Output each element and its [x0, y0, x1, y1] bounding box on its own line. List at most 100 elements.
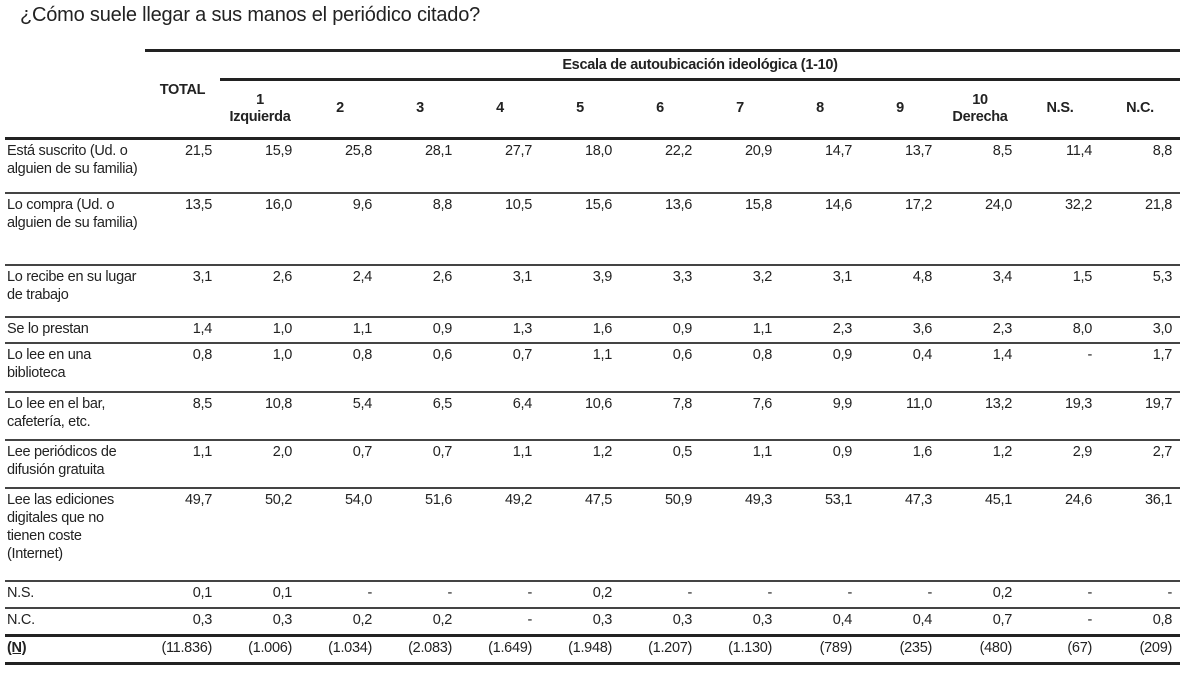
total-cell: 0,3	[145, 608, 220, 637]
value-cell: 11,4	[1020, 138, 1100, 194]
column-header-number: 4	[496, 100, 504, 117]
column-header-number: 3	[416, 100, 424, 117]
column-header-number: 2	[336, 100, 344, 117]
total-cell: 0,8	[145, 343, 220, 393]
value-cell: 49,2	[460, 488, 540, 582]
row-label: Está suscrito (Ud. o alguien de su famil…	[5, 138, 145, 194]
value-cell: 3,6	[860, 317, 940, 344]
value-cell: -	[380, 581, 460, 609]
total-cell: 13,5	[145, 193, 220, 266]
page-title: ¿Cómo suele llegar a sus manos el periód…	[20, 4, 481, 26]
value-cell: 5,3	[1100, 265, 1180, 318]
value-cell: 0,3	[540, 608, 620, 637]
value-cell: 2,0	[220, 440, 300, 489]
value-cell: 54,0	[300, 488, 380, 582]
value-cell: 7,8	[620, 392, 700, 441]
value-cell: 0,8	[1100, 608, 1180, 637]
value-cell: 2,7	[1100, 440, 1180, 489]
total-cell: 8,5	[145, 392, 220, 441]
column-header: N.C.	[1100, 79, 1180, 140]
value-cell: 3,9	[540, 265, 620, 318]
value-cell: 22,2	[620, 138, 700, 194]
value-cell: 1,0	[220, 317, 300, 344]
value-cell: 10,6	[540, 392, 620, 441]
value-cell: 1,3	[460, 317, 540, 344]
value-cell: 1,1	[540, 343, 620, 393]
column-header: 1 Izquierda	[220, 79, 300, 140]
value-cell: 0,2	[300, 608, 380, 637]
table-row: Lo recibe en su lugar de trabajo 3,1 2,6 2,…	[5, 265, 1180, 318]
column-header-number: 8	[816, 100, 824, 117]
value-cell: 0,3	[220, 608, 300, 637]
value-cell: 0,1	[220, 581, 300, 609]
value-cell: 8,8	[380, 193, 460, 266]
value-cell: 17,2	[860, 193, 940, 266]
value-cell: (1.948)	[540, 635, 620, 665]
value-cell: 4,8	[860, 265, 940, 318]
value-cell: 10,5	[460, 193, 540, 266]
value-cell: 0,4	[860, 343, 940, 393]
row-label: Lee las ediciones digitales que no tiene…	[5, 488, 145, 582]
value-cell: 1,2	[540, 440, 620, 489]
value-cell: 2,6	[220, 265, 300, 318]
column-header-number: 1	[256, 91, 264, 108]
value-cell: 0,7	[460, 343, 540, 393]
column-header: 2	[300, 79, 380, 140]
column-header-number: 9	[896, 100, 904, 117]
row-label: N.S.	[5, 581, 145, 609]
row-label: Lo lee en una biblioteca	[5, 343, 145, 393]
total-cell: 1,1	[145, 440, 220, 489]
table-row: N.C. 0,3 0,3 0,2 0,2-0,3 0,3 0,3 0,4 0,4 0,7-0,8	[5, 608, 1180, 637]
value-cell: -	[1020, 608, 1100, 637]
value-cell: (1.207)	[620, 635, 700, 665]
value-cell: (1.130)	[700, 635, 780, 665]
value-cell: 2,3	[940, 317, 1020, 344]
value-cell: -	[620, 581, 700, 609]
value-cell: 14,6	[780, 193, 860, 266]
value-cell: 1,6	[540, 317, 620, 344]
value-cell: 2,3	[780, 317, 860, 344]
value-cell: 14,7	[780, 138, 860, 194]
value-cell: 3,4	[940, 265, 1020, 318]
value-cell: 9,9	[780, 392, 860, 441]
value-cell: 0,4	[860, 608, 940, 637]
row-label: (N)	[5, 635, 145, 665]
total-header: TOTAL	[145, 79, 220, 140]
table-row: Lo lee en una biblioteca 0,8 1,0 0,8 0,6 0,7 1…	[5, 343, 1180, 393]
column-header-number: 7	[736, 100, 744, 117]
value-cell: -	[1020, 581, 1100, 609]
scale-header: Escala de autoubicación ideológica (1-10…	[220, 49, 1180, 81]
value-cell: 6,5	[380, 392, 460, 441]
value-cell: 0,3	[700, 608, 780, 637]
value-cell: 28,1	[380, 138, 460, 194]
value-cell: 0,9	[780, 343, 860, 393]
value-cell: -	[460, 608, 540, 637]
value-cell: 1,1	[700, 317, 780, 344]
value-cell: -	[700, 581, 780, 609]
value-cell: 8,0	[1020, 317, 1100, 344]
value-cell: 1,2	[940, 440, 1020, 489]
column-header-number: 10	[972, 91, 988, 108]
value-cell: 2,4	[300, 265, 380, 318]
value-cell: 0,6	[620, 343, 700, 393]
value-cell: 1,7	[1100, 343, 1180, 393]
column-header: 8	[780, 79, 860, 140]
value-cell: 0,7	[940, 608, 1020, 637]
value-cell: 3,1	[780, 265, 860, 318]
data-table: Escala de autoubicación ideológica (1-10…	[5, 49, 1180, 665]
column-header-number: 6	[656, 100, 664, 117]
value-cell: 0,2	[540, 581, 620, 609]
value-cell: 13,2	[940, 392, 1020, 441]
value-cell: 25,8	[300, 138, 380, 194]
value-cell: 47,5	[540, 488, 620, 582]
value-cell: (480)	[940, 635, 1020, 665]
table-row: N.S. 0,1 0,1- - -0,2- - - -0,2- -	[5, 581, 1180, 609]
value-cell: 15,8	[700, 193, 780, 266]
value-cell: 1,0	[220, 343, 300, 393]
value-cell: 1,6	[860, 440, 940, 489]
value-cell: 18,0	[540, 138, 620, 194]
total-cell: 3,1	[145, 265, 220, 318]
value-cell: 0,7	[300, 440, 380, 489]
value-cell: 9,6	[300, 193, 380, 266]
value-cell: 0,4	[780, 608, 860, 637]
